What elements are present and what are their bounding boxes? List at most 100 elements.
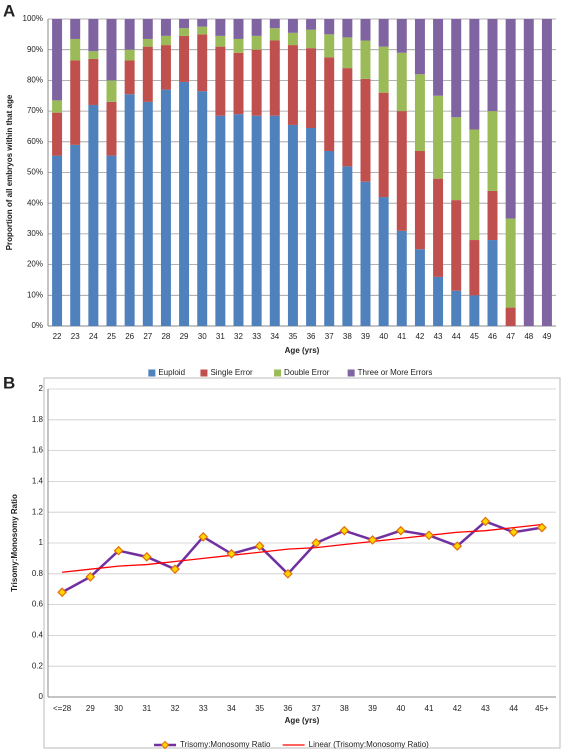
bar-segment	[215, 46, 226, 116]
y-tick-label: 1	[39, 538, 44, 547]
bar-segment	[378, 92, 389, 198]
x-axis-title: Age (yrs)	[285, 346, 320, 355]
bar-segment	[269, 115, 280, 326]
bar-segment	[360, 19, 371, 41]
bar-segment	[451, 19, 462, 118]
bar-segment	[342, 166, 353, 326]
bar-segment	[505, 19, 516, 219]
bar-segment	[414, 151, 425, 250]
data-point	[508, 527, 519, 538]
bar-segment	[124, 49, 135, 61]
x-tick-label: 38	[343, 332, 352, 341]
x-tick-label: 31	[216, 332, 225, 341]
x-tick-label: 46	[488, 332, 497, 341]
bar-segment	[52, 19, 63, 101]
x-tick-label: 45+	[535, 704, 549, 713]
x-tick-label: 33	[252, 332, 261, 341]
x-tick-label: 42	[415, 332, 424, 341]
x-tick-label: 31	[142, 704, 151, 713]
bar-segment	[124, 94, 135, 326]
bar-segment	[433, 276, 444, 326]
y-tick-label: 1.8	[32, 415, 44, 424]
bar-segment	[70, 144, 81, 326]
bar-segment	[88, 19, 99, 52]
bar-segment	[124, 19, 135, 50]
bar-segment	[414, 19, 425, 75]
legend-label: Linear (Trisomy:Monosomy Ratio)	[309, 740, 430, 749]
data-point	[170, 564, 180, 575]
legend-swatch	[200, 369, 208, 377]
y-tick-label: 2	[39, 384, 44, 393]
legend-label: Single Error	[210, 368, 253, 377]
bar-segment	[197, 91, 208, 327]
bar-segment	[378, 46, 389, 93]
x-tick-label: <=28	[53, 704, 72, 713]
y-tick-label: 1.4	[32, 477, 44, 486]
x-tick-label: 22	[53, 332, 62, 341]
data-point	[367, 535, 378, 545]
y-tick-label: 0.8	[32, 569, 44, 578]
bar-segment	[179, 35, 190, 82]
bar-segment	[306, 48, 317, 128]
bar-segment	[342, 68, 353, 167]
x-tick-label: 30	[198, 332, 207, 341]
x-tick-label: 29	[86, 704, 95, 713]
data-point	[311, 538, 321, 548]
bar-segment	[523, 19, 534, 326]
y-tick-label: 0.4	[32, 631, 44, 640]
x-tick-label: 25	[107, 332, 116, 341]
trend-line	[62, 523, 542, 573]
data-point	[226, 548, 237, 559]
bar-segment	[179, 28, 190, 36]
bar-segment	[251, 19, 262, 36]
bar-segment	[251, 115, 262, 326]
y-tick-label: 0	[39, 692, 44, 701]
data-point	[537, 522, 547, 533]
y-tick-label: 0.6	[32, 600, 44, 609]
bar-segment	[142, 38, 153, 47]
bar-segment	[378, 197, 389, 326]
bar-segment	[451, 290, 462, 326]
legend-label: Double Error	[284, 368, 330, 377]
bar-segment	[197, 19, 208, 27]
y-tick-label: 10%	[27, 290, 43, 299]
bar-segment	[124, 60, 135, 95]
bar-segment	[142, 46, 153, 102]
x-tick-label: 43	[481, 704, 490, 713]
bar-segment	[106, 19, 117, 81]
bar-segment	[360, 40, 371, 79]
bar-segment	[433, 19, 444, 96]
x-axis-title: Age (yrs)	[285, 716, 320, 725]
bar-segment	[324, 34, 335, 58]
bar-segment	[342, 19, 353, 38]
bar-segment	[88, 51, 99, 59]
data-point	[141, 552, 152, 562]
bar-segment	[469, 295, 480, 326]
legend-label: Euploid	[158, 368, 185, 377]
x-tick-label: 35	[255, 704, 264, 713]
data-point	[57, 587, 67, 598]
bar-segment	[233, 52, 244, 115]
legend-swatch	[274, 369, 282, 377]
y-axis-title: Proportion of all embryos within that ag…	[5, 94, 14, 250]
x-tick-label: 38	[340, 704, 349, 713]
x-tick-label: 33	[199, 704, 208, 713]
bar-segment	[505, 307, 516, 326]
legend-label: Three or More Errors	[358, 368, 433, 377]
data-point	[113, 545, 124, 556]
legend-marker	[160, 740, 170, 750]
bar-segment	[433, 178, 444, 277]
y-tick-label: 50%	[27, 168, 43, 177]
bar-segment	[160, 89, 171, 326]
x-tick-label: 49	[542, 332, 551, 341]
panel-label: A	[3, 1, 15, 20]
x-tick-label: 41	[425, 704, 434, 713]
bar-segment	[487, 19, 498, 112]
x-tick-label: 40	[396, 704, 405, 713]
bar-segment	[306, 127, 317, 326]
bar-segment	[414, 249, 425, 326]
bar-segment	[70, 19, 81, 39]
bar-segment	[215, 19, 226, 36]
bar-segment	[142, 19, 153, 39]
